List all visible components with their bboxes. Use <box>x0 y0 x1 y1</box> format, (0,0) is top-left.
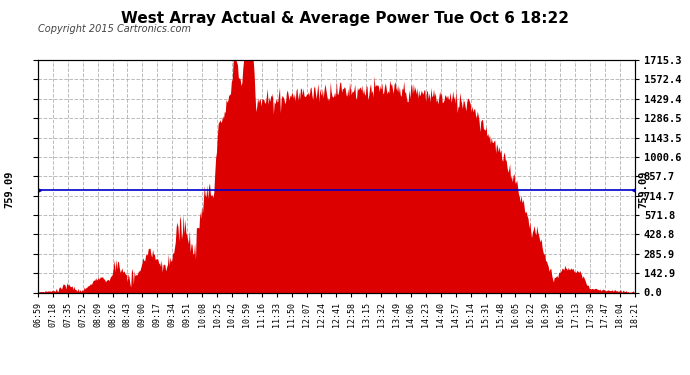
Text: West Array Actual & Average Power Tue Oct 6 18:22: West Array Actual & Average Power Tue Oc… <box>121 11 569 26</box>
Text: 759.09: 759.09 <box>4 171 14 208</box>
Text: Copyright 2015 Cartronics.com: Copyright 2015 Cartronics.com <box>38 24 191 34</box>
Text: 759.09: 759.09 <box>638 171 648 208</box>
